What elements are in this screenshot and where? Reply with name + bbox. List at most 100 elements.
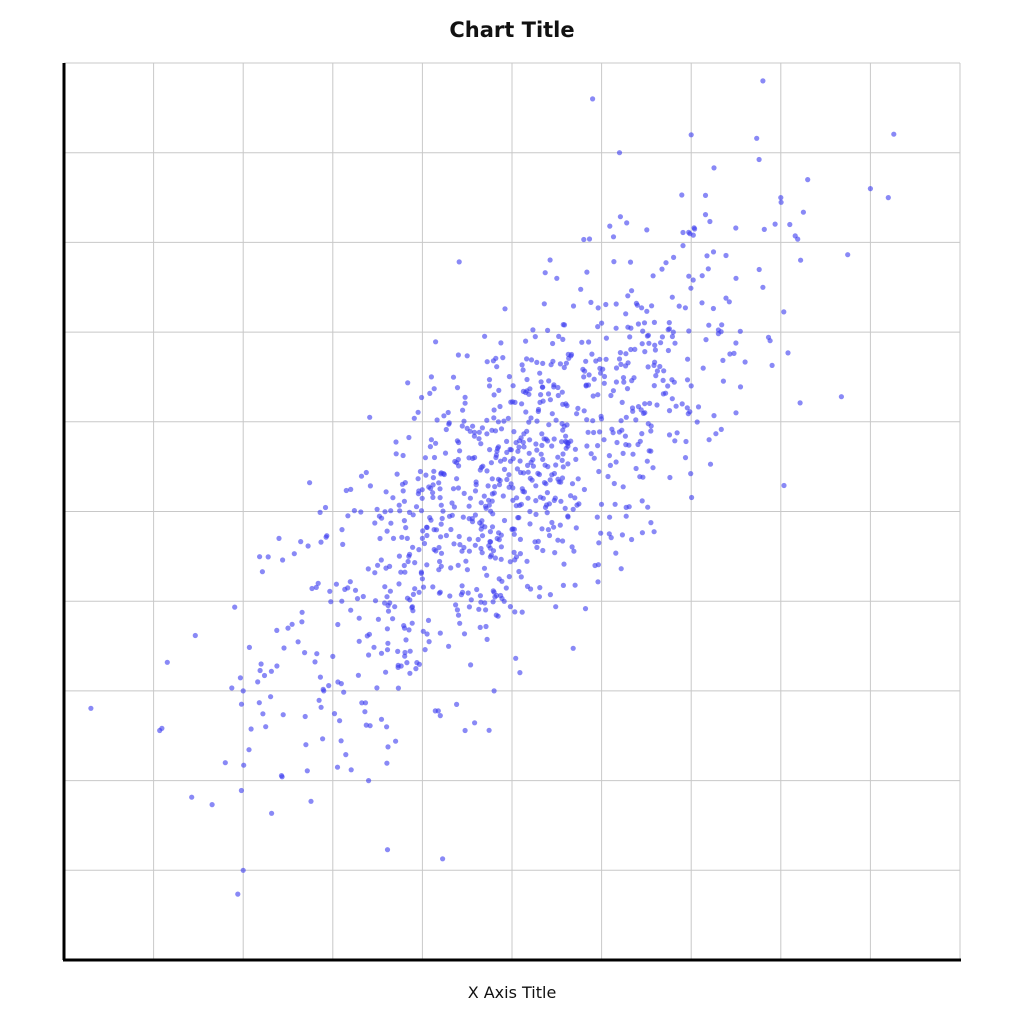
data-point (611, 259, 617, 265)
data-point (351, 508, 357, 514)
data-point (510, 383, 516, 389)
data-point (659, 266, 665, 272)
data-point (760, 78, 766, 84)
data-point (375, 616, 381, 622)
data-point (421, 540, 428, 547)
data-point (366, 652, 372, 658)
data-point (246, 747, 252, 753)
data-point (387, 588, 393, 594)
data-point (710, 305, 717, 312)
data-point (756, 156, 762, 163)
data-point (586, 236, 593, 242)
data-point (651, 383, 657, 389)
data-point (596, 540, 602, 546)
data-point (274, 663, 280, 669)
data-point (669, 396, 675, 402)
data-point (661, 368, 667, 374)
data-point (484, 468, 490, 474)
data-point (607, 223, 613, 229)
data-point (702, 212, 709, 218)
data-point (466, 516, 472, 522)
data-point (517, 502, 523, 508)
data-point (629, 378, 635, 384)
data-point (573, 456, 579, 462)
data-point (620, 375, 627, 381)
data-point (474, 586, 480, 593)
data-point (261, 672, 268, 679)
data-point (545, 391, 552, 397)
data-point (687, 409, 693, 415)
data-point (437, 713, 443, 719)
data-point (461, 490, 467, 496)
data-point (568, 493, 574, 499)
data-point (528, 357, 535, 363)
data-point (624, 220, 630, 226)
data-point (511, 429, 517, 435)
data-point (542, 270, 548, 276)
data-point (189, 794, 195, 800)
data-point (565, 443, 571, 449)
data-point (622, 433, 629, 439)
data-point (378, 650, 385, 656)
data-point (555, 537, 561, 543)
data-point (438, 502, 444, 508)
data-point (309, 585, 315, 592)
data-point (704, 253, 710, 259)
data-point (518, 574, 524, 580)
data-point (445, 409, 451, 416)
data-point (645, 504, 651, 510)
data-point (437, 495, 443, 501)
data-point (525, 469, 531, 475)
data-point (401, 625, 408, 631)
data-point (222, 760, 228, 766)
data-point (437, 558, 443, 565)
data-point (885, 195, 891, 201)
data-point (467, 495, 473, 501)
data-point (472, 454, 478, 461)
data-point (540, 547, 546, 554)
data-point (556, 333, 562, 339)
data-point (240, 867, 246, 873)
data-point (601, 380, 607, 386)
data-point (551, 524, 557, 530)
data-point (575, 476, 581, 482)
data-point (348, 767, 354, 773)
data-point (501, 517, 508, 524)
data-point (652, 342, 658, 348)
data-point (501, 418, 507, 424)
data-point (482, 333, 488, 339)
data-point (621, 379, 627, 385)
data-point (533, 441, 539, 447)
data-point (651, 529, 657, 535)
data-point (257, 554, 263, 560)
data-point (684, 405, 690, 411)
data-point (486, 497, 492, 503)
data-point (646, 340, 652, 346)
data-point (611, 480, 617, 487)
data-point (549, 519, 555, 526)
data-point (555, 384, 561, 391)
data-point (462, 727, 468, 734)
data-point (494, 364, 500, 370)
data-point (443, 532, 449, 539)
data-point (702, 192, 709, 198)
data-point (410, 512, 416, 518)
data-point (686, 229, 692, 235)
data-point (433, 339, 439, 345)
data-point (547, 257, 553, 263)
data-point (584, 443, 590, 449)
data-point (366, 631, 372, 637)
data-point (570, 303, 577, 309)
data-point (374, 506, 380, 512)
data-point (538, 379, 544, 385)
data-point (674, 430, 680, 436)
data-point (584, 417, 590, 423)
data-point (540, 384, 546, 390)
data-point (601, 373, 608, 380)
data-point (232, 604, 238, 610)
data-point (448, 565, 454, 571)
data-point (487, 529, 493, 535)
data-point (428, 437, 434, 443)
data-point (496, 482, 503, 488)
data-point (644, 227, 650, 233)
